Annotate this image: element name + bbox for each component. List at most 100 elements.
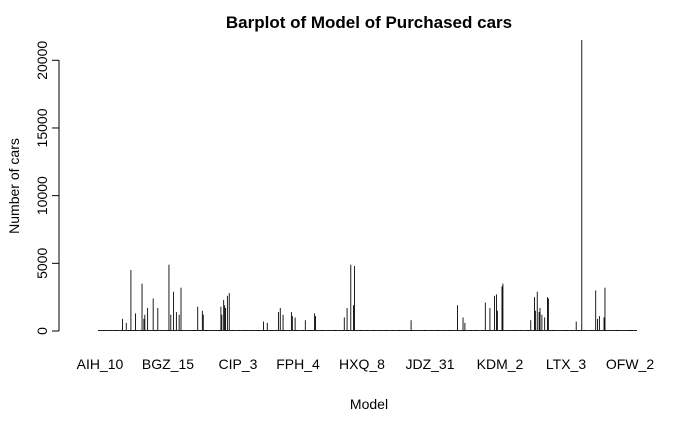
bar (288, 330, 290, 331)
bar (155, 330, 157, 331)
bar (212, 330, 213, 331)
bar (616, 330, 618, 331)
bar (142, 330, 144, 331)
bar (156, 330, 158, 331)
bar (406, 330, 407, 331)
bar (471, 330, 473, 331)
bar (447, 330, 449, 331)
bar (137, 330, 139, 331)
bar (357, 330, 359, 331)
bar (184, 330, 186, 331)
bar (208, 330, 210, 331)
bar (290, 330, 291, 331)
bar (120, 330, 122, 331)
bar (310, 330, 312, 331)
bar (414, 330, 416, 331)
bar (495, 294, 497, 331)
bar (303, 330, 305, 331)
bar (504, 330, 506, 331)
bar (499, 330, 501, 331)
bar (584, 330, 585, 331)
bar (568, 330, 570, 331)
bar (204, 330, 206, 331)
bar (394, 330, 396, 331)
bar (438, 330, 440, 331)
bar (585, 330, 586, 331)
bar (344, 330, 346, 331)
bar (264, 330, 266, 331)
bar (580, 330, 582, 331)
bar (285, 330, 287, 331)
bar (389, 330, 391, 331)
bar (625, 330, 627, 331)
bar (550, 330, 552, 331)
bar (322, 330, 324, 331)
bar (144, 314, 146, 331)
bar (359, 330, 361, 331)
bar (213, 330, 214, 331)
bar (376, 330, 378, 331)
bar (366, 330, 367, 331)
bar (610, 330, 611, 331)
bar (177, 330, 179, 331)
bar (334, 330, 336, 331)
bar (375, 330, 377, 331)
bar (252, 330, 254, 331)
bar (302, 330, 303, 331)
bar (314, 313, 316, 331)
bar (536, 291, 538, 331)
bar (123, 330, 124, 331)
bar (175, 330, 176, 331)
bar (521, 330, 522, 331)
bar (433, 330, 435, 331)
bar (457, 305, 458, 331)
bar (143, 318, 145, 331)
bar (406, 330, 408, 331)
bar (248, 330, 250, 331)
bar (255, 330, 257, 331)
bar (506, 330, 508, 331)
bar (221, 314, 223, 331)
bar (529, 330, 531, 331)
bar (110, 330, 111, 331)
x-tick-label: CIP_3 (219, 356, 258, 372)
bar (451, 330, 453, 331)
bar (268, 330, 270, 331)
bar (125, 322, 127, 331)
bar (379, 330, 380, 331)
bar (566, 330, 568, 331)
y-tick-label: 10000 (34, 176, 50, 215)
bar (263, 321, 265, 331)
bar (264, 330, 265, 331)
bar (601, 330, 603, 331)
x-axis-tick-labels: AIH_10 BGZ_15 CIP_3 FPH_4 HXQ_8 JDZ_31 KDM_2 LT… (77, 356, 655, 372)
bar (387, 330, 389, 331)
bar (604, 287, 606, 331)
bar (222, 330, 224, 331)
bar (611, 330, 612, 331)
bar (380, 330, 381, 331)
bar (186, 330, 188, 331)
bar (420, 330, 422, 331)
bar (528, 330, 530, 331)
bar (283, 330, 285, 331)
bar (371, 330, 373, 331)
bar (546, 330, 547, 331)
bar (270, 330, 272, 331)
bar (623, 330, 624, 331)
bar (547, 297, 548, 331)
bar (262, 330, 264, 331)
bar (109, 330, 111, 331)
bar (249, 330, 251, 331)
bar (257, 330, 259, 331)
bar (160, 330, 162, 331)
bar (349, 330, 351, 331)
bar (542, 330, 544, 331)
bar (152, 298, 154, 331)
bar (306, 330, 308, 331)
bar (176, 330, 178, 331)
bar (246, 330, 248, 331)
bar (303, 330, 304, 331)
bar (336, 330, 338, 331)
bar (324, 330, 326, 331)
